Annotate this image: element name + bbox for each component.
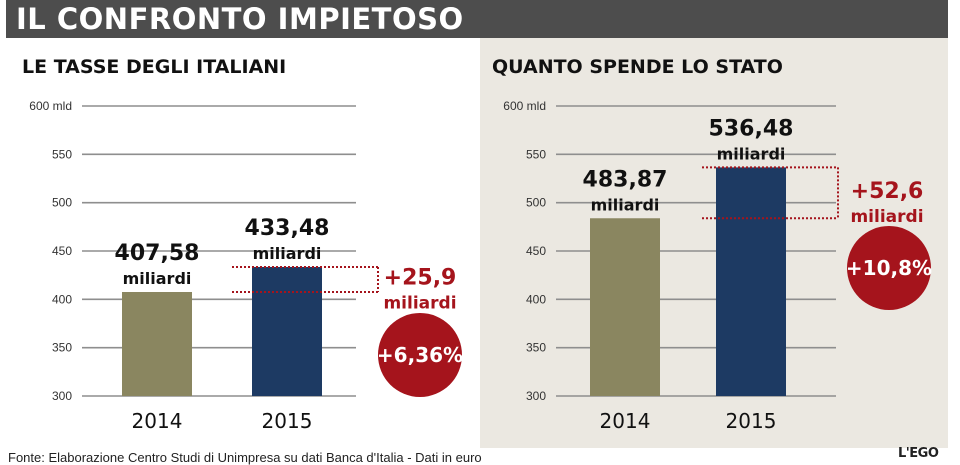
y-tick-label-spesa: 450 — [526, 244, 546, 258]
percent-badge-tasse — [378, 313, 462, 397]
x-category-label-tasse: 2014 — [132, 409, 183, 433]
y-tick-label-tasse: 500 — [52, 196, 72, 210]
chart-title-tasse: LE TASSE DEGLI ITALIANI — [22, 56, 287, 78]
y-tick-label-tasse: 300 — [52, 389, 72, 403]
y-tick-label-tasse: 550 — [52, 147, 72, 161]
unit-label-tasse: miliardi — [123, 269, 192, 288]
unit-label-tasse: miliardi — [253, 244, 322, 263]
source-footnote: Fonte: Elaborazione Centro Studi di Unim… — [8, 450, 482, 465]
value-label-spesa-2015: 536,48 — [709, 116, 794, 141]
percent-label-spesa: +10,8% — [846, 256, 932, 280]
bar-spesa-2015 — [716, 167, 786, 396]
y-tick-label-tasse: 400 — [52, 292, 72, 306]
header-banner: IL CONFRONTO IMPIETOSO — [6, 0, 948, 38]
y-tick-label-spesa: 550 — [526, 147, 546, 161]
difference-unit-tasse: miliardi — [383, 293, 456, 313]
unit-label-spesa: miliardi — [591, 195, 660, 214]
value-label-tasse-2014: 407,58 — [115, 241, 200, 266]
difference-label-spesa: +52,6 — [851, 179, 924, 204]
y-tick-label-tasse: 350 — [52, 341, 72, 355]
y-tick-label-spesa: 400 — [526, 292, 546, 306]
y-tick-label-spesa: 500 — [526, 196, 546, 210]
unit-label-spesa: miliardi — [717, 144, 786, 163]
bar-spesa-2014 — [590, 218, 660, 396]
percent-label-tasse: +6,36% — [377, 343, 463, 367]
y-tick-label-spesa: 300 — [526, 389, 546, 403]
y-tick-label-spesa: 600 mld — [503, 99, 546, 113]
bar-tasse-2015 — [252, 266, 322, 396]
percent-badge-spesa — [847, 226, 931, 310]
difference-label-tasse: +25,9 — [384, 265, 457, 290]
publisher-logo: L'EGO — [898, 446, 939, 461]
value-label-tasse-2015: 433,48 — [245, 216, 330, 241]
x-category-label-spesa: 2014 — [600, 409, 651, 433]
x-category-label-spesa: 2015 — [726, 409, 777, 433]
y-tick-label-tasse: 450 — [52, 244, 72, 258]
page-title: IL CONFRONTO IMPIETOSO — [16, 2, 464, 36]
bar-tasse-2014 — [122, 292, 192, 396]
x-category-label-tasse: 2015 — [262, 409, 313, 433]
difference-unit-spesa: miliardi — [850, 207, 923, 227]
y-tick-label-spesa: 350 — [526, 341, 546, 355]
y-tick-label-tasse: 600 mld — [29, 99, 72, 113]
value-label-spesa-2014: 483,87 — [583, 167, 668, 192]
chart-title-spesa: QUANTO SPENDE LO STATO — [492, 56, 783, 78]
